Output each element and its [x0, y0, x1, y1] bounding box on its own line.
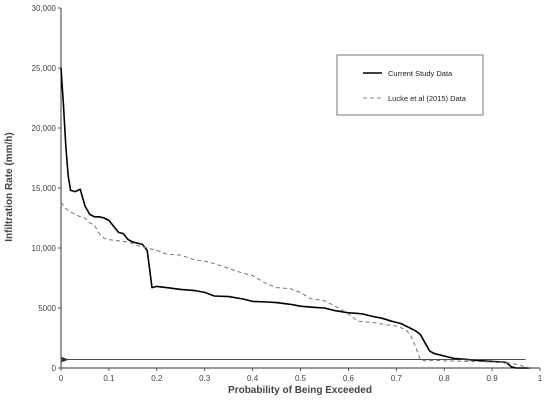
legend-label-current: Current Study Data: [388, 69, 453, 78]
y-tick-label: 5000: [38, 304, 56, 313]
series-layer: [60, 67, 531, 369]
legend: Current Study Data Lucke et al (2015) Da…: [336, 54, 484, 116]
y-tick-label: 30,000: [32, 4, 57, 13]
legend-label-lucke: Lucke et al (2015) Data: [388, 94, 467, 103]
x-tick-label: 0.9: [487, 374, 499, 383]
y-tick-label: 25,000: [32, 64, 57, 73]
y-tick-label: 0: [52, 364, 57, 373]
tick-layer: 0 0.1 0.2 0.3 0.4 0.5 0.6 0.7 0.8 0.9 1 0 5000 10,000…: [32, 4, 543, 383]
legend-box: [336, 54, 484, 116]
series-line-current-study: [60, 67, 531, 369]
y-axis-title: Infiltration Rate (mm/h): [4, 132, 15, 241]
y-tick-label: 15,000: [32, 184, 57, 193]
x-tick-label: 0: [59, 374, 64, 383]
x-tick-label: 1: [538, 374, 543, 383]
y-tick-label: 20,000: [32, 124, 57, 133]
x-tick-label: 0.1: [103, 374, 115, 383]
x-tick-label: 0.7: [391, 374, 403, 383]
x-tick-label: 0.8: [439, 374, 451, 383]
x-tick-label: 0.3: [199, 374, 211, 383]
x-tick-label: 0.2: [151, 374, 163, 383]
y-tick-label: 10,000: [32, 244, 57, 253]
x-axis-title: Probability of Being Exceeded: [228, 385, 372, 396]
x-tick-label: 0.6: [343, 374, 355, 383]
series-line-lucke-2015: [60, 202, 531, 369]
x-tick-label: 0.4: [247, 374, 259, 383]
x-tick-label: 0.5: [295, 374, 307, 383]
